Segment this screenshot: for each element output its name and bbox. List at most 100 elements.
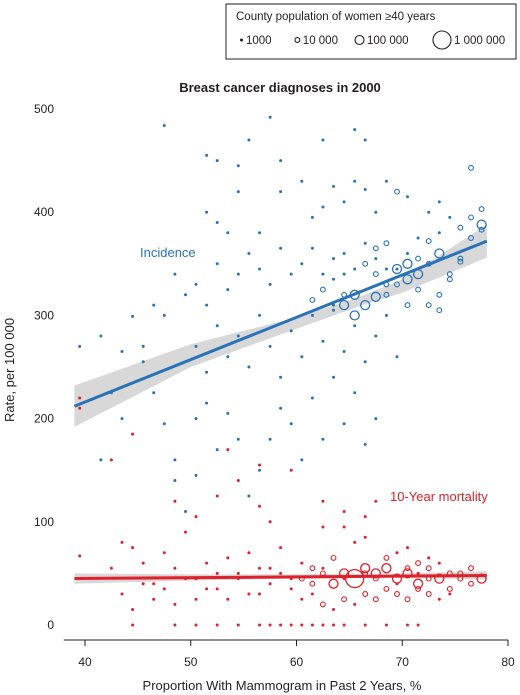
data-point [468,580,474,587]
legend-title: County population of women ≥40 years [236,11,436,23]
data-point [436,291,443,298]
data-point [457,224,464,231]
data-point [406,195,409,199]
data-point [120,350,124,353]
data-point [236,623,240,627]
data-point [353,324,357,328]
data-point [194,623,198,627]
data-point [78,406,82,410]
data-point [120,417,124,421]
data-point [300,355,304,359]
data-point [152,303,156,307]
data-point [300,179,304,183]
data-point [300,623,304,627]
data-point [173,272,177,276]
data-point [448,592,452,596]
x-tick-label: 60 [290,655,304,669]
data-point [162,313,166,317]
data-point [258,463,261,467]
data-point [416,623,420,627]
data-point [468,565,474,572]
data-point [332,308,335,312]
data-point [363,241,367,245]
data-point [215,623,219,627]
data-point [279,546,283,550]
data-point [321,623,325,627]
series-label-incidence: Incidence [140,245,196,260]
data-point [363,188,367,191]
x-axis-title: Proportion With Mammogram in Past 2 Year… [143,678,422,693]
data-point [215,262,219,266]
data-point [173,458,177,462]
data-point [310,623,314,627]
data-point [310,592,314,596]
data-point [394,591,400,597]
data-point [363,360,367,364]
data-point [279,571,283,575]
data-point [391,573,403,584]
data-point [226,597,230,601]
legend-label: 100 000 [367,35,409,47]
data-point [131,608,135,611]
data-point [362,591,369,597]
data-point [363,138,367,142]
data-point [99,334,103,338]
legend-marker [240,38,243,42]
y-axis-title: Rate, per 100 000 [2,318,17,422]
data-point [215,221,219,224]
data-point [383,585,390,592]
data-point [342,422,346,426]
chart-title: Breast cancer diagnoses in 2000 [179,80,381,95]
data-point [215,571,219,575]
data-point [434,573,445,584]
data-point [310,215,314,219]
trend-line-0 [73,239,488,408]
data-point [205,401,209,405]
data-point [236,334,240,338]
y-tick-label: 200 [34,412,54,426]
data-point [268,282,272,286]
data-point [342,200,346,204]
data-point [402,274,413,285]
data-point [194,515,198,519]
data-point [194,282,198,286]
data-point [425,302,432,309]
data-point [215,587,219,591]
data-point [412,578,424,589]
data-point [162,124,166,127]
data-point [279,406,283,410]
data-point [332,277,335,281]
data-point [279,159,283,163]
data-point [236,571,240,575]
data-point [476,219,487,230]
data-point [370,291,381,302]
data-point [415,585,422,592]
data-point [184,510,187,513]
data-point [328,578,339,589]
data-point [173,566,177,570]
data-point [332,608,335,611]
data-point [425,565,432,572]
data-point [468,164,474,171]
trend-line-1 [74,573,487,581]
y-tick-label: 400 [34,205,54,219]
y-tick-label: 0 [47,618,54,632]
data-point [319,601,326,608]
data-point [184,293,187,297]
data-point [349,310,360,321]
legend-label: 1 000 000 [454,35,505,47]
data-point [415,560,422,567]
data-point [425,591,432,597]
data-point [173,479,177,482]
data-point [173,602,177,606]
data-point [268,582,272,586]
data-point [247,365,251,369]
data-point [78,396,82,400]
data-point [372,245,379,252]
data-point [374,210,378,214]
data-point [309,296,316,303]
data-point [404,596,411,603]
data-point [309,580,316,587]
data-point [194,473,198,477]
data-point [416,571,420,575]
